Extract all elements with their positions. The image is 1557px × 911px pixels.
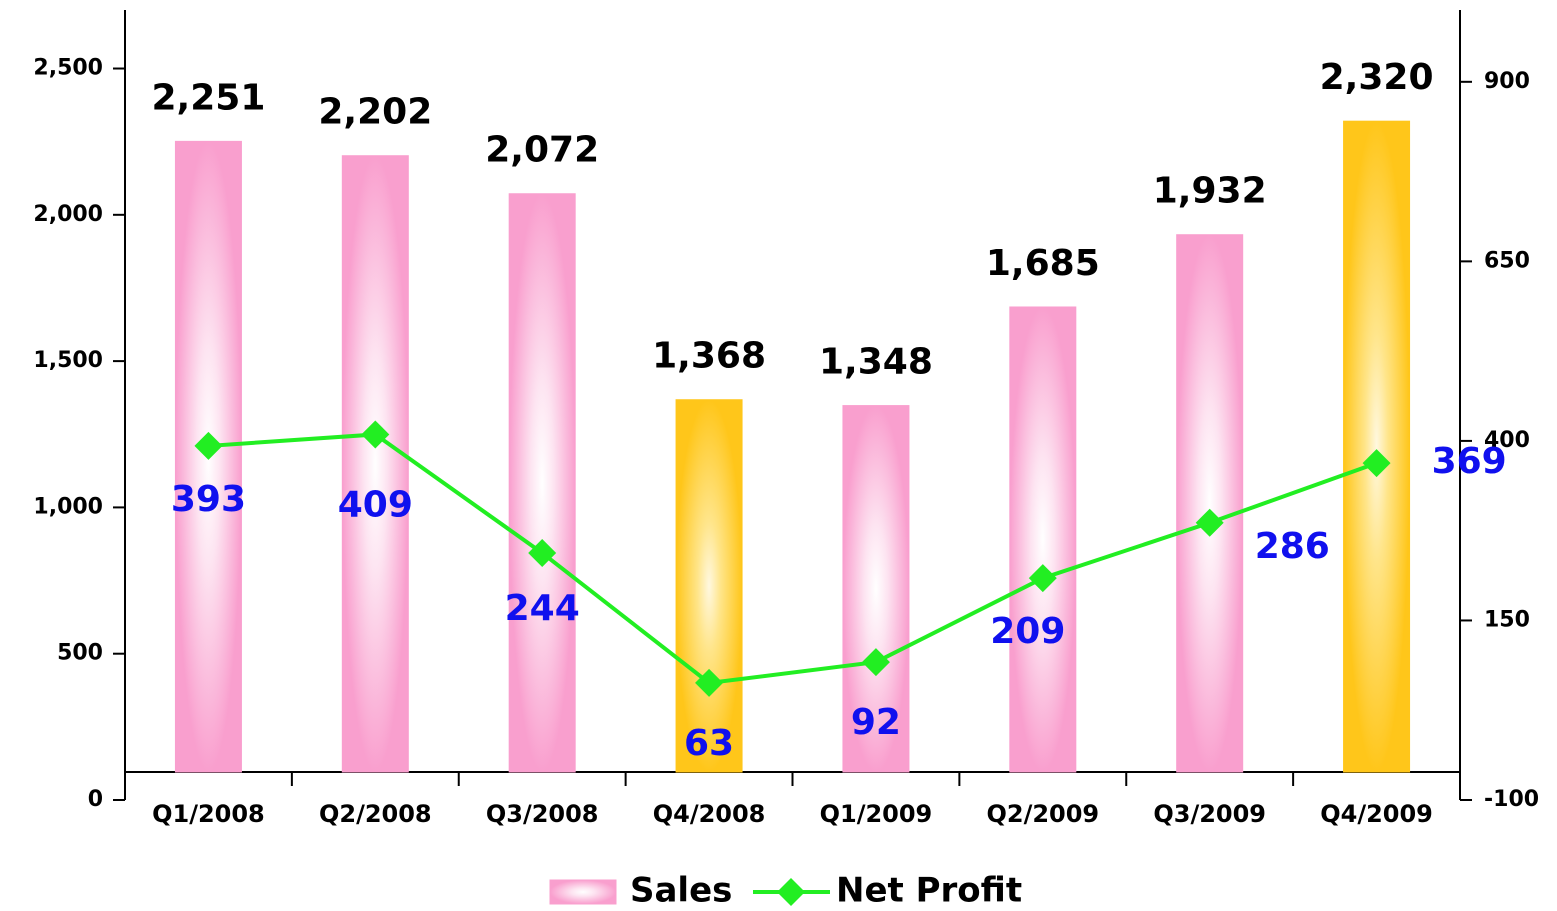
line-value-label: 209 (990, 611, 1065, 652)
bar (1176, 234, 1244, 773)
legend-label: Net Profit (836, 871, 1022, 911)
bar-value-label: 2,072 (485, 130, 599, 171)
y2-tick-label: 900 (1484, 69, 1530, 94)
line-marker (1028, 564, 1057, 593)
line-value-label: 92 (851, 702, 901, 743)
bar-value-label: 1,932 (1153, 171, 1267, 212)
y2-tick-label: 650 (1484, 248, 1530, 273)
line-value-label: 63 (684, 723, 734, 764)
x-tick-label: Q3/2008 (486, 800, 599, 828)
bar-value-label: 2,320 (1320, 57, 1434, 98)
x-tick-label: Q1/2008 (152, 800, 265, 828)
y-tick-label: 500 (57, 641, 103, 666)
line-marker (361, 420, 390, 449)
line-value-label: 369 (1432, 441, 1507, 482)
bar-value-label: 2,202 (318, 92, 432, 133)
line-marker (1362, 449, 1391, 478)
bar (1343, 120, 1411, 773)
bar-value-label: 1,685 (986, 243, 1100, 284)
x-tick-label: Q2/2008 (319, 800, 432, 828)
x-tick-label: Q2/2009 (986, 800, 1099, 828)
line-marker (695, 668, 724, 697)
x-tick-label: Q4/2009 (1320, 800, 1433, 828)
y-tick-label: 1,500 (33, 348, 103, 373)
bar-value-label: 1,368 (652, 336, 766, 377)
line-marker (194, 431, 223, 460)
y-tick-label: 1,000 (33, 494, 103, 519)
bar-value-label: 2,251 (152, 77, 266, 118)
line-marker (528, 538, 557, 567)
line-value-label: 409 (338, 484, 413, 525)
y2-tick-label: 150 (1484, 607, 1530, 632)
y-tick-label: 2,500 (33, 56, 103, 81)
line-value-label: 393 (171, 479, 246, 520)
legend-label: Sales (630, 871, 732, 911)
y2-tick-label: 400 (1484, 428, 1530, 453)
x-tick-label: Q4/2008 (653, 800, 766, 828)
bar (341, 155, 409, 773)
bar (842, 405, 910, 773)
bar (508, 193, 576, 773)
legend-marker (777, 878, 805, 906)
y-tick-label: 0 (88, 787, 103, 812)
line (208, 432, 1378, 686)
y-tick-label: 2,000 (33, 202, 103, 227)
x-tick-label: Q3/2009 (1153, 800, 1266, 828)
y2-tick-label: -100 (1484, 787, 1539, 812)
bar (1009, 306, 1077, 773)
x-tick-label: Q1/2009 (820, 800, 933, 828)
line-marker (1195, 508, 1224, 537)
legend-swatch (549, 879, 617, 905)
bar (675, 399, 743, 773)
line-marker (861, 648, 890, 677)
line-value-label: 286 (1255, 526, 1330, 567)
line-value-label: 244 (505, 588, 580, 629)
bar-value-label: 1,348 (819, 342, 933, 383)
